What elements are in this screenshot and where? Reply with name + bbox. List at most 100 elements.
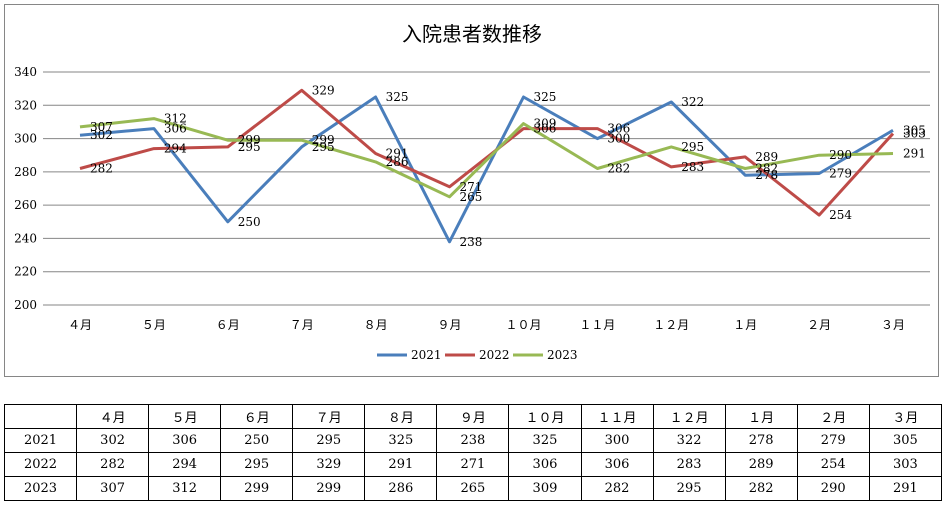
table-cell: 307 xyxy=(76,476,150,501)
table-cell: 278 xyxy=(724,428,798,453)
x-tick-label: １月 xyxy=(733,318,757,332)
x-tick-label: １２月 xyxy=(653,318,689,332)
table-header-cell: １１月 xyxy=(580,404,654,429)
table-cell: 286 xyxy=(364,476,438,501)
x-tick-label: ４月 xyxy=(68,318,92,332)
line-chart: 入院患者数推移 200 220 240 260 280 300 320 340 ４月 ５月 ６月 ７… xyxy=(14,22,930,362)
table-header-cell: １０月 xyxy=(508,404,582,429)
legend-label: 2022 xyxy=(479,348,510,362)
table-header-cell: ５月 xyxy=(148,404,222,429)
table-cell: 295 xyxy=(652,476,726,501)
data-label: 289 xyxy=(755,150,778,164)
data-label: 294 xyxy=(164,142,187,156)
data-label: 238 xyxy=(460,235,483,249)
table-header-cell: ２月 xyxy=(796,404,870,429)
table-header-cell: ８月 xyxy=(364,404,438,429)
data-label: 307 xyxy=(90,120,113,134)
data-label: 306 xyxy=(164,122,187,136)
y-tick-label: 220 xyxy=(14,265,37,279)
series-line-2023 xyxy=(79,117,894,199)
data-label: 271 xyxy=(460,180,483,194)
table-cell: 294 xyxy=(148,452,222,477)
table-cell: 238 xyxy=(436,428,510,453)
data-label: 306 xyxy=(533,122,556,136)
table-cell: 312 xyxy=(148,476,222,501)
data-label: 291 xyxy=(903,147,926,161)
table-cell: 295 xyxy=(292,428,366,453)
table-cell: 325 xyxy=(508,428,582,453)
table-cell: 282 xyxy=(76,452,150,477)
data-label: 265 xyxy=(460,190,483,204)
table-header-cell: ９月 xyxy=(436,404,510,429)
table-cell: 282 xyxy=(724,476,798,501)
data-label: 305 xyxy=(903,123,926,137)
x-tick-label: ２月 xyxy=(807,318,831,332)
x-tick-label: １１月 xyxy=(579,318,615,332)
table-header-cell: １月 xyxy=(724,404,798,429)
data-label: 325 xyxy=(533,90,556,104)
data-label: 299 xyxy=(312,133,335,147)
data-label: 290 xyxy=(829,148,852,162)
table-cell: 303 xyxy=(868,452,943,477)
table-header-cell: ６月 xyxy=(220,404,294,429)
table-cell: 290 xyxy=(796,476,870,501)
data-label: 278 xyxy=(755,168,778,182)
table-body: 2021 302 306 250 295 325 238 325 300 322 278 279 305… xyxy=(3,428,943,501)
data-label: 302 xyxy=(90,128,113,142)
table-cell: 271 xyxy=(436,452,510,477)
data-label: 312 xyxy=(164,112,187,126)
table-row: 2023 307 312 299 299 286 265 309 282 295 282 290 291 xyxy=(3,476,943,501)
data-label: 286 xyxy=(386,155,409,169)
x-tick-label: ５月 xyxy=(142,318,166,332)
table-header-cell: １２月 xyxy=(652,404,726,429)
table-row: 2022 282 294 295 329 291 271 306 306 283 289 254 303 xyxy=(3,452,943,477)
table-cell: 295 xyxy=(220,452,294,477)
table-cell: 299 xyxy=(220,476,294,501)
data-label: 295 xyxy=(681,140,704,154)
data-label: 329 xyxy=(312,83,335,97)
table-cell: 306 xyxy=(508,452,582,477)
chart-frame: 入院患者数推移 200 220 240 260 280 300 320 340 ４月 ５月 ６月 ７… xyxy=(4,4,939,377)
data-label: 303 xyxy=(903,127,926,141)
table-row: 2021 302 306 250 295 325 238 325 300 322 278 279 305 xyxy=(3,428,943,453)
y-tick-label: 280 xyxy=(14,165,37,179)
table-cell: 325 xyxy=(364,428,438,453)
gridlines xyxy=(43,71,930,306)
table-header-cell: ３月 xyxy=(868,404,943,429)
data-label: 309 xyxy=(533,117,556,131)
table-cell: 283 xyxy=(652,452,726,477)
data-label: 283 xyxy=(681,160,704,174)
data-label: 282 xyxy=(607,162,630,176)
y-axis-ticks: 200 220 240 260 280 300 320 340 xyxy=(14,65,37,312)
data-label: 279 xyxy=(829,167,852,181)
series-lines xyxy=(79,88,895,244)
table-cell: 291 xyxy=(364,452,438,477)
x-tick-label: ６月 xyxy=(216,318,240,332)
table-cell: 309 xyxy=(508,476,582,501)
table-cell: 305 xyxy=(868,428,943,453)
table-cell: 299 xyxy=(292,476,366,501)
y-tick-label: 320 xyxy=(14,98,37,112)
table-cell: 289 xyxy=(724,452,798,477)
table-cell: 322 xyxy=(652,428,726,453)
table-cell: 300 xyxy=(580,428,654,453)
legend-label: 2021 xyxy=(411,348,442,362)
data-table: ４月 ５月 ６月 ７月 ８月 ９月 １０月 １１月 １２月 １月 ２月 ３月 2021 302 306 25… xyxy=(3,404,943,501)
table-cell: 291 xyxy=(868,476,943,501)
data-label: 325 xyxy=(386,90,409,104)
x-tick-label: ９月 xyxy=(438,318,462,332)
table-cell: 282 xyxy=(580,476,654,501)
data-label: 250 xyxy=(238,215,261,229)
data-label: 306 xyxy=(607,122,630,136)
table-cell: 254 xyxy=(796,452,870,477)
data-label: 322 xyxy=(681,95,704,109)
x-tick-label: ７月 xyxy=(290,318,314,332)
table-corner-cell xyxy=(3,404,78,429)
table-header-cell: ７月 xyxy=(292,404,366,429)
table-cell: 306 xyxy=(148,428,222,453)
legend-label: 2023 xyxy=(547,348,578,362)
x-tick-label: ３月 xyxy=(881,318,905,332)
table-header-cell: ４月 xyxy=(76,404,150,429)
table-cell: 250 xyxy=(220,428,294,453)
